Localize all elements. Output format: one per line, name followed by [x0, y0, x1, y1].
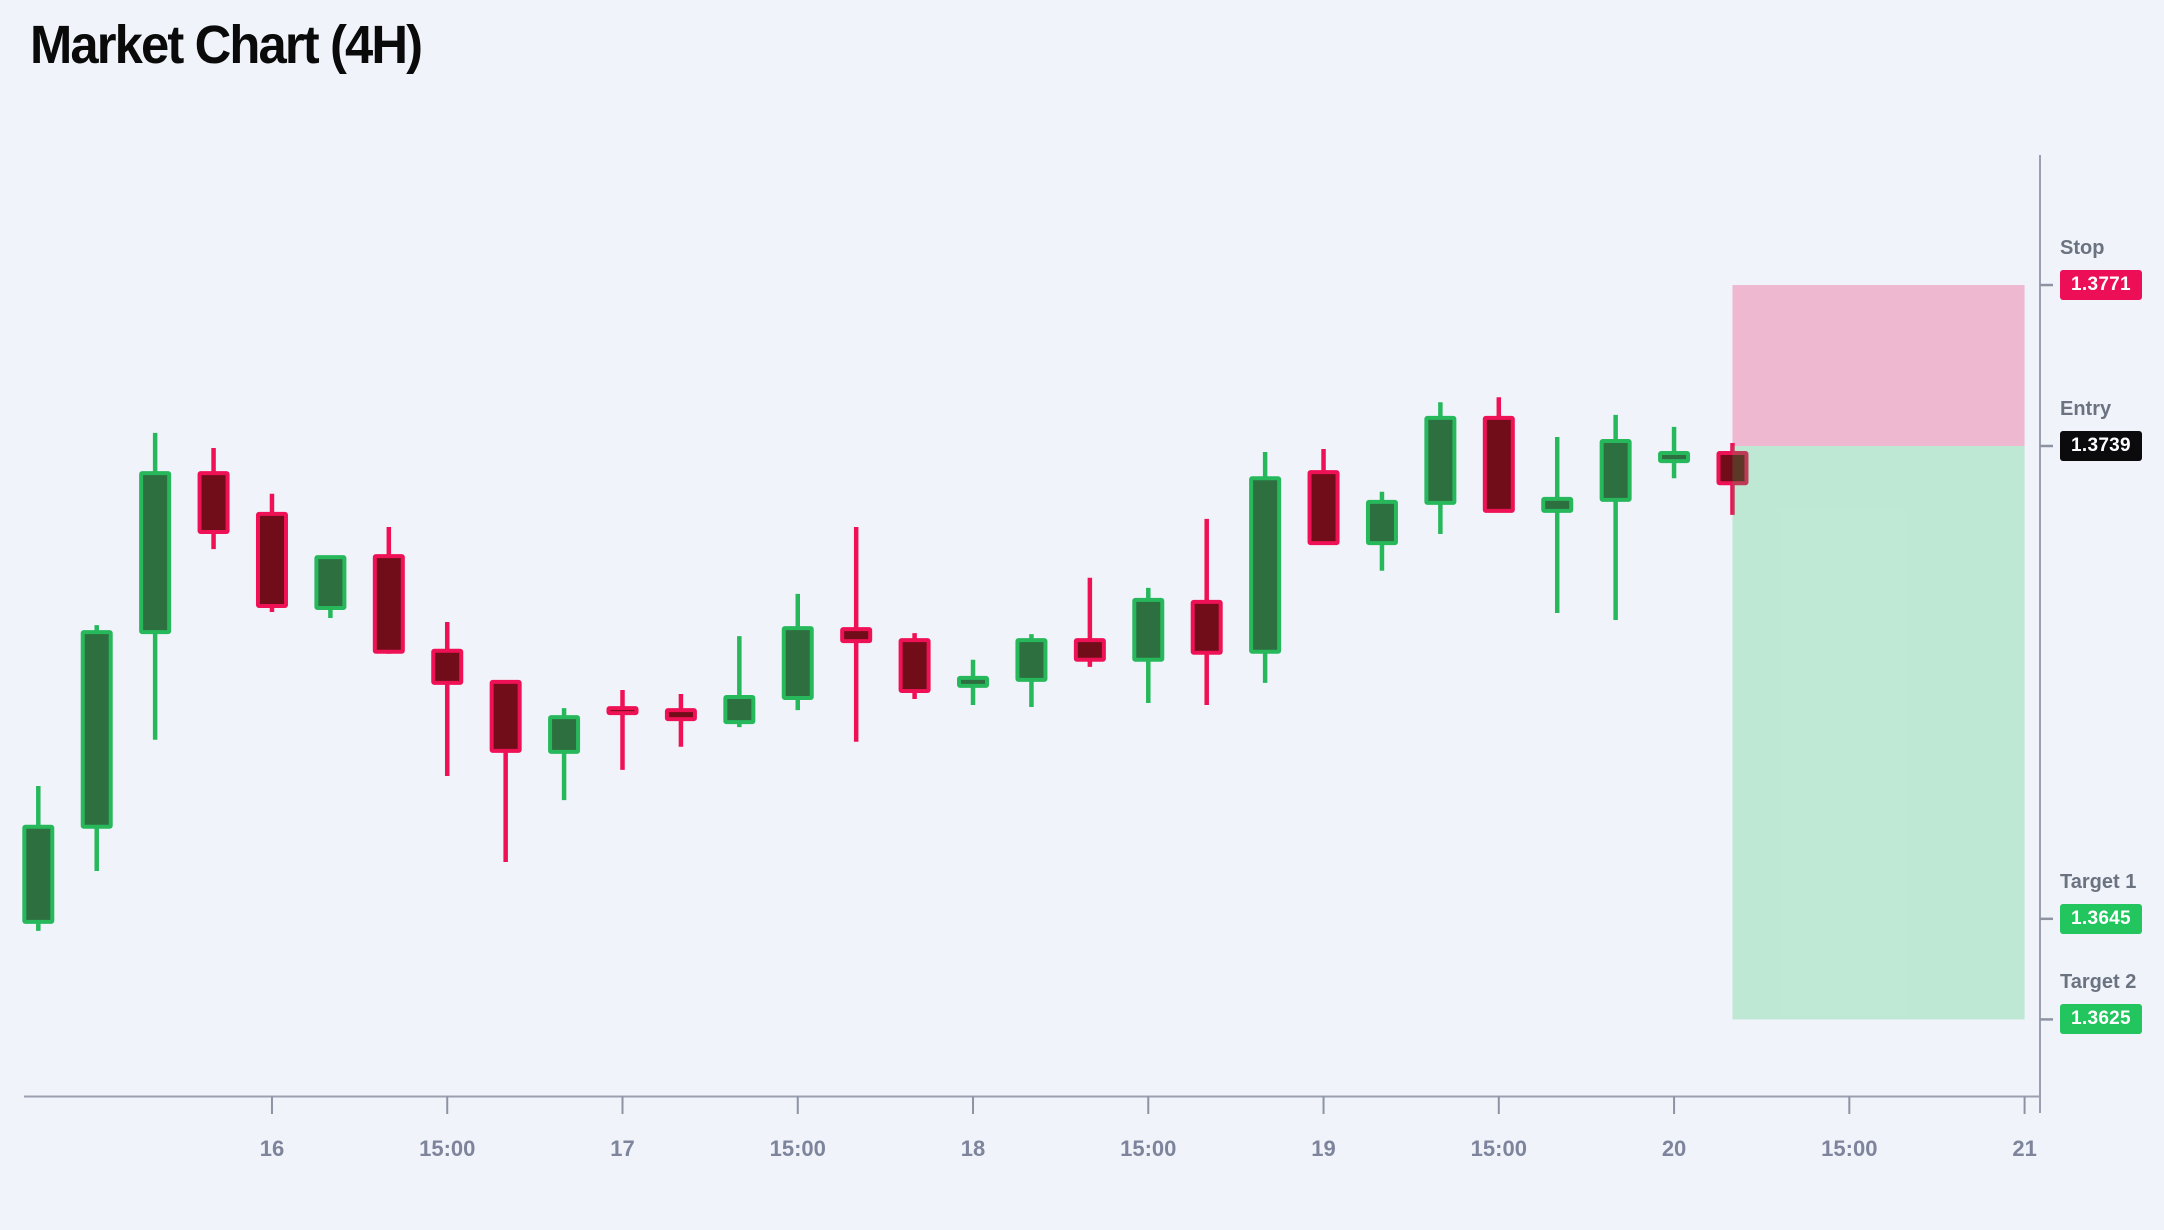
- candle-body: [723, 694, 756, 725]
- candle-down: [664, 693, 697, 747]
- time-tick-label: 17: [610, 1136, 634, 1161]
- candle-up: [1541, 436, 1574, 613]
- axes-layer: [24, 155, 2041, 1113]
- candle-body: [781, 626, 814, 701]
- entry-price-badge[interactable]: 1.3739: [2060, 431, 2142, 461]
- time-tick-label: 15:00: [770, 1136, 826, 1161]
- candle-down: [1190, 518, 1223, 706]
- candle-down: [1716, 442, 1749, 515]
- candle-up: [139, 432, 172, 740]
- candle-body: [197, 471, 230, 535]
- candle-up: [1132, 587, 1165, 704]
- time-tick-label: 15:00: [1821, 1136, 1877, 1161]
- candle-body: [1658, 451, 1691, 464]
- trade-zones-layer: [1732, 285, 2025, 1020]
- candle-body: [1132, 597, 1165, 662]
- candle-down: [898, 633, 931, 700]
- candle-up: [1599, 414, 1632, 621]
- time-tick-label: 15:00: [1120, 1136, 1176, 1161]
- price-axis-ticks: [2040, 283, 2053, 1021]
- candle-body: [1482, 415, 1515, 513]
- candle-up: [1424, 402, 1457, 535]
- candle-up: [1249, 452, 1282, 683]
- candle-up: [22, 786, 55, 931]
- target1-price-badge[interactable]: 1.3645: [2060, 903, 2142, 934]
- candle-body: [1365, 499, 1398, 546]
- candle-up: [723, 636, 756, 728]
- candle-body: [664, 708, 697, 722]
- target2-price-badge[interactable]: 1.3625: [2060, 1004, 2142, 1035]
- candle-body: [1015, 638, 1048, 682]
- time-tick-label: 16: [260, 1136, 284, 1161]
- candle-down: [255, 493, 288, 612]
- candle-body: [840, 627, 873, 644]
- candle-body: [1541, 496, 1574, 513]
- candle-up: [1365, 491, 1398, 571]
- candle-down: [372, 526, 405, 654]
- time-tick-label: 19: [1311, 1136, 1335, 1161]
- candle-body: [548, 715, 581, 754]
- candle-body: [898, 638, 931, 693]
- candle-body: [957, 675, 990, 688]
- candle-up: [1015, 634, 1048, 708]
- candle-up: [80, 625, 113, 872]
- candle-body: [139, 471, 172, 635]
- time-tick-label: 20: [1662, 1136, 1686, 1161]
- candle-body: [489, 679, 522, 753]
- candle-down: [1482, 397, 1515, 513]
- time-axis-ticks: 16 15:00 17 15:00 18 15:00 19 15:00 20 15:00 21: [260, 1096, 2037, 1161]
- time-tick-label: 21: [2012, 1136, 2036, 1161]
- time-tick-label: 15:00: [1471, 1136, 1527, 1161]
- candle-body: [1599, 438, 1632, 502]
- candle-body: [1249, 476, 1282, 654]
- time-tick-label: 15:00: [419, 1136, 475, 1161]
- candle-up: [781, 593, 814, 711]
- candle-down: [840, 526, 873, 742]
- candle-down: [1307, 449, 1340, 546]
- stop-price-badge[interactable]: 1.3771: [2060, 270, 2142, 301]
- candle-body: [372, 554, 405, 654]
- candle-body: [22, 824, 55, 924]
- reward-zone: [1732, 446, 2025, 1020]
- candle-down: [1073, 577, 1106, 667]
- candle-body: [1716, 451, 1749, 486]
- candles-layer: [22, 397, 1749, 931]
- candle-up: [548, 708, 581, 801]
- page-title: Market Chart (4H): [30, 15, 423, 75]
- candle-body: [1073, 638, 1106, 662]
- candle-body: [1307, 470, 1340, 546]
- candle-up: [957, 659, 990, 706]
- candle-down: [197, 448, 230, 550]
- candle-up: [314, 555, 347, 619]
- candle-down: [606, 689, 639, 770]
- candle-body: [431, 648, 464, 685]
- risk-zone: [1732, 285, 2025, 446]
- candle-up: [1658, 426, 1691, 479]
- candle-down: [489, 679, 522, 862]
- candle-body: [606, 706, 639, 716]
- candle-body: [80, 630, 113, 829]
- candle-body: [1190, 599, 1223, 655]
- time-tick-label: 18: [961, 1136, 985, 1161]
- candle-body: [1424, 415, 1457, 505]
- candle-body: [255, 511, 288, 608]
- candle-body: [314, 555, 347, 610]
- candle-down: [431, 622, 464, 776]
